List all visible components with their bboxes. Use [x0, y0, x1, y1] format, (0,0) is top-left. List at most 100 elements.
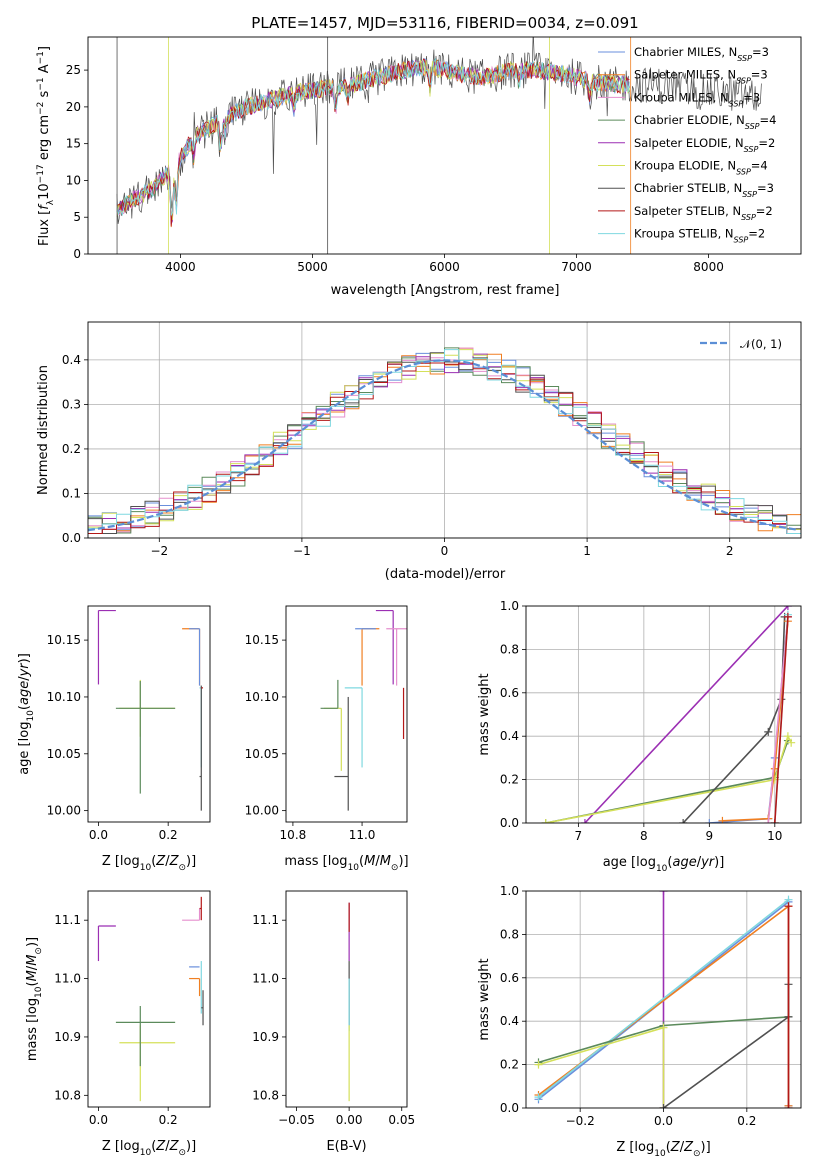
legend-label: Kroupa STELIB, NSSP=2 — [634, 227, 765, 245]
x-tick-label: −0.2 — [566, 1114, 595, 1128]
mass-weight-line — [538, 899, 789, 1098]
x-tick-label: 0.0 — [654, 1114, 673, 1128]
y-tick-label: 0.4 — [500, 729, 519, 743]
axes-frame — [87, 321, 802, 539]
mass-weight-marker — [659, 1104, 668, 1108]
legend: Chabrier MILES, NSSP=3 Salpeter MILES, NS… — [598, 45, 776, 244]
plot-area — [526, 606, 801, 823]
mass-weight-marker — [764, 727, 773, 736]
y-tick-label: 11.0 — [54, 972, 81, 986]
y-tick-label: 10.10 — [47, 690, 81, 704]
x-tick-label: 10.8 — [280, 828, 307, 842]
x-axis-label: Z [log10(Z/Z⊙)] — [102, 854, 196, 873]
x-tick-label: 2 — [726, 544, 734, 558]
y-tick-label: 10 — [66, 173, 81, 187]
plot-mass-vs-ebv: −0.05 0.00 0.05 10.8 10.9 11.0 11.1 E(B-V) — [252, 890, 415, 1154]
mass-weight-marker — [784, 1104, 793, 1108]
y-tick-label: 10.9 — [54, 1030, 81, 1044]
mass-weight-marker — [784, 902, 793, 911]
plot-spectrum: 4000 5000 6000 7000 8000 0 5 10 15 20 25 wavelength… — [36, 36, 802, 298]
mass-weight-line — [682, 616, 786, 823]
x-tick-label: 0.0 — [89, 828, 108, 842]
y-tick-label: 1.0 — [500, 884, 519, 898]
plot-area — [88, 322, 801, 538]
x-tick-label: 9 — [706, 829, 714, 843]
x-tick-label: 10 — [767, 829, 782, 843]
y-tick-label: 0.0 — [500, 816, 519, 830]
y-tick-label: 11.1 — [54, 913, 81, 927]
mass-weight-marker — [534, 1093, 543, 1102]
x-axis-label: wavelength [Angstrom, rest frame] — [331, 283, 560, 298]
axes-frame — [525, 890, 802, 1109]
plot-residual-histogram: −2 −1 0 1 2 0.0 0.1 0.2 0.3 0.4 𝒩(0, 1) (data-model… — [36, 321, 802, 582]
x-tick-label: 11.0 — [349, 828, 376, 842]
axes-frame — [285, 605, 408, 823]
legend-label: 𝒩(0, 1) — [740, 337, 782, 351]
mass-weight-line — [584, 606, 789, 823]
x-tick-label: 7 — [575, 829, 583, 843]
y-tick-label: 0.8 — [500, 927, 519, 941]
y-tick-label: 5 — [73, 210, 81, 224]
y-axis-label: mass [log10(M/M⊙)] — [25, 937, 44, 1061]
x-tick-label: 7000 — [561, 260, 592, 274]
y-axis-label: age [log10(age/yr)] — [17, 653, 36, 775]
y-tick-label: 10.00 — [47, 804, 81, 818]
x-axis-label: Z [log10(Z/Z⊙)] — [616, 1140, 710, 1159]
y-tick-label: 10.9 — [252, 1030, 279, 1044]
plot-area — [526, 891, 801, 1108]
legend-label: Salpeter STELIB, NSSP=2 — [634, 204, 773, 222]
mass-weight-marker — [534, 1060, 543, 1069]
x-axis-label: mass [log10(M/M⊙)] — [284, 854, 408, 873]
y-tick-label: 1.0 — [500, 599, 519, 613]
x-axis-label: (data-model)/error — [385, 567, 506, 582]
x-axis-label: Z [log10(Z/Z⊙)] — [102, 1139, 196, 1158]
y-tick-label: 0.1 — [62, 486, 81, 500]
x-tick-label: 4000 — [165, 260, 196, 274]
x-tick-label: 0.2 — [159, 828, 178, 842]
axes-frame — [87, 890, 211, 1108]
y-tick-label: 11.1 — [252, 913, 279, 927]
x-tick-label: −0.05 — [278, 1113, 315, 1127]
legend: 𝒩(0, 1) — [700, 337, 782, 351]
legend-label: Chabrier MILES, NSSP=3 — [634, 45, 769, 63]
axes-frame — [285, 890, 408, 1108]
x-axis-label: age [log10(age/yr)] — [603, 855, 725, 874]
legend-label: Chabrier STELIB, NSSP=3 — [634, 181, 774, 199]
spectrum-line — [116, 57, 630, 217]
plot-mass-weight-vs-Z: −0.2 0.0 0.2 0.0 0.2 0.4 0.6 0.8 1.0 Z [log10(Z/Z… — [477, 884, 802, 1159]
plot-mass-vs-Z: 0.0 0.2 10.8 10.9 11.0 11.1 Z [log10(Z/Z⊙)] mas… — [25, 890, 211, 1158]
y-tick-label: 0.2 — [500, 773, 519, 787]
x-tick-label: 5000 — [297, 260, 328, 274]
mass-weight-marker — [787, 738, 796, 747]
axes-frame — [87, 36, 802, 255]
mass-weight-marker — [580, 819, 589, 823]
y-tick-label: 0.6 — [500, 971, 519, 985]
legend-label: Kroupa MILES, NSSP=3 — [634, 90, 760, 108]
y-tick-label: 10.05 — [245, 747, 279, 761]
plot-age-vs-mass: 10.8 11.0 10.00 10.05 10.10 10.15 mass [log10(… — [245, 605, 409, 873]
y-axis-label: mass weight — [477, 673, 492, 755]
x-tick-label: 8 — [640, 829, 648, 843]
x-tick-label: 6000 — [429, 260, 460, 274]
x-tick-label: 0 — [441, 544, 449, 558]
x-tick-label: 0.05 — [388, 1113, 415, 1127]
y-tick-label: 10.05 — [47, 747, 81, 761]
legend-label: Salpeter ELODIE, NSSP=2 — [634, 136, 775, 154]
plot-area — [97, 896, 204, 1102]
x-tick-label: 8000 — [693, 260, 724, 274]
legend-label: Chabrier ELODIE, NSSP=4 — [634, 113, 776, 131]
y-tick-label: 0.2 — [500, 1058, 519, 1072]
legend-label: Kroupa ELODIE, NSSP=4 — [634, 159, 768, 177]
plot-area — [320, 609, 407, 811]
y-axis-label: Flux [fλ10−17 erg cm−2 s−1 A−1] — [36, 46, 56, 246]
plot-area — [97, 609, 204, 811]
y-tick-label: 0.8 — [500, 642, 519, 656]
y-tick-label: 15 — [66, 137, 81, 151]
mass-weight-line — [767, 616, 789, 823]
mass-weight-marker — [541, 819, 550, 823]
y-tick-label: 0 — [73, 247, 81, 261]
y-tick-label: 0.6 — [500, 686, 519, 700]
mass-weight-line — [774, 616, 789, 823]
x-tick-label: 1 — [583, 544, 591, 558]
